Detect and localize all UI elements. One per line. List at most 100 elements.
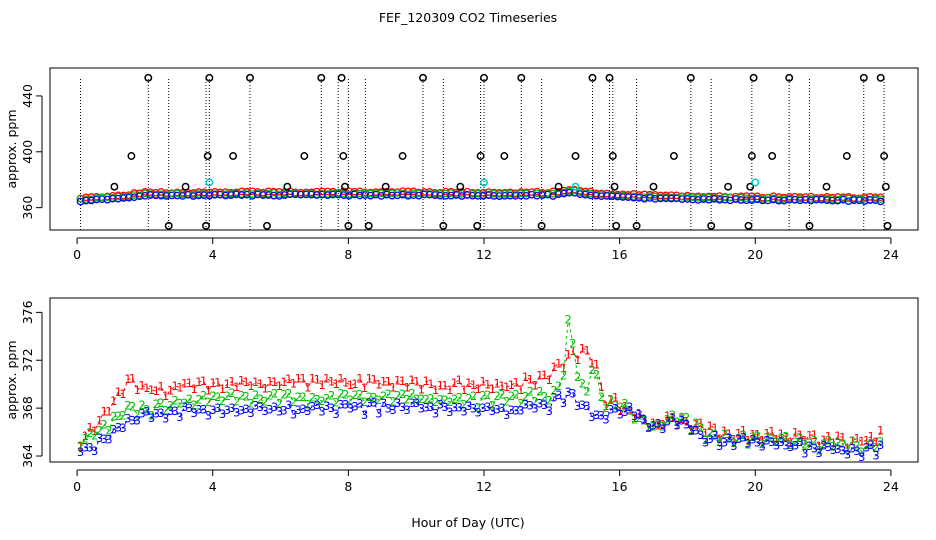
series-1-point: 1 — [351, 377, 358, 391]
series-1-point: 1 — [162, 389, 169, 403]
series-2-point: 2 — [716, 435, 723, 449]
series-3-point: 3 — [375, 407, 382, 421]
series-1-point: 1 — [792, 425, 799, 439]
outlier-point — [669, 152, 678, 160]
top-cyan-points — [205, 178, 760, 191]
series-2-point: 2 — [834, 435, 841, 449]
series-1-point: 1 — [621, 399, 628, 413]
series-3-point: 3 — [830, 443, 837, 457]
series-1-point: 1 — [115, 385, 122, 399]
series-1-point: 1 — [195, 375, 202, 389]
series-1-point: 1 — [285, 372, 292, 386]
series-3-point: 3 — [356, 396, 363, 410]
series-3-point: 3 — [191, 406, 198, 420]
series-2-point: 2 — [105, 424, 112, 438]
series-3-point: 3 — [655, 416, 662, 430]
series-3-point: 3 — [153, 406, 160, 420]
series-3-line — [80, 391, 882, 458]
baseline-point — [796, 196, 804, 205]
series-2-point: 2 — [820, 437, 827, 451]
series-1-point: 1 — [441, 379, 448, 393]
series-2-point: 2 — [361, 395, 368, 409]
series-1-point: 1 — [853, 431, 860, 445]
series-2-point: 2 — [328, 389, 335, 403]
series-2-point: 2 — [153, 397, 160, 411]
series-1-point: 1 — [636, 407, 643, 421]
series-3-point: 3 — [702, 436, 709, 450]
series-2-point: 2 — [730, 436, 737, 450]
y-tick-label: 376 — [20, 300, 35, 324]
outlier-point — [480, 73, 488, 82]
series-3-point: 3 — [271, 400, 278, 414]
baseline-point — [414, 191, 423, 200]
series-3-point: 3 — [370, 396, 377, 410]
series-3-point: 3 — [262, 404, 269, 418]
series-3-point: 3 — [404, 403, 411, 417]
series-1-point: 1 — [460, 383, 467, 397]
series-2-point: 2 — [688, 424, 695, 438]
y-tick-label: 400 — [20, 140, 35, 164]
series-3-point: 3 — [195, 403, 202, 417]
series-1-point: 1 — [702, 426, 709, 440]
outlier-point — [785, 73, 794, 82]
baseline-point — [339, 191, 348, 199]
series-2-point: 2 — [844, 442, 851, 456]
series-2-point: 2 — [631, 413, 638, 427]
baseline-point — [876, 195, 885, 204]
outlier-point — [164, 221, 173, 230]
x-tick-label: 8 — [344, 479, 352, 494]
series-3-point: 3 — [697, 428, 704, 442]
series-1-point: 1 — [484, 377, 491, 391]
series-3-point: 3 — [418, 402, 425, 416]
outlier-point — [571, 152, 580, 160]
series-2-point: 2 — [157, 396, 164, 410]
series-2-point: 2 — [853, 439, 860, 453]
series-1-point: 1 — [361, 381, 368, 395]
series-2-point: 2 — [252, 388, 259, 402]
outlier-point — [283, 182, 292, 191]
series-1-point: 1 — [522, 370, 529, 384]
series-2-point: 2 — [797, 431, 804, 445]
series-2-point: 2 — [801, 438, 808, 452]
x-tick-label: 24 — [883, 479, 899, 494]
top-ylabel: approx. ppm — [4, 109, 19, 188]
series-3-point: 3 — [243, 402, 250, 416]
series-1-point: 1 — [583, 343, 590, 357]
series-1-point: 1 — [138, 379, 145, 393]
outlier-point — [724, 182, 733, 191]
series-2-point: 2 — [134, 407, 141, 421]
cyan-point — [751, 178, 760, 187]
series-2-point: 2 — [323, 391, 330, 405]
outlier-point — [110, 182, 119, 191]
series-2-line — [80, 319, 882, 453]
series-1-point: 1 — [839, 430, 846, 444]
series-2-point: 2 — [148, 409, 155, 423]
series-1-point: 1 — [503, 380, 510, 394]
outlier-point — [610, 182, 619, 191]
series-3-point: 3 — [285, 398, 292, 412]
series-2-point: 2 — [191, 398, 198, 412]
series-3-point: 3 — [863, 440, 870, 454]
x-tick-label: 16 — [612, 479, 628, 494]
series-2-point: 2 — [527, 385, 534, 399]
chart-title: FEF_120309 CO2 Timeseries — [379, 10, 557, 25]
series-3-point: 3 — [550, 391, 557, 405]
baseline-point — [205, 191, 214, 200]
series-3-point: 3 — [664, 415, 671, 429]
series-1-point: 1 — [148, 383, 155, 397]
series-3-point: 3 — [138, 407, 145, 421]
outlier-point — [632, 221, 641, 230]
outlier-point — [181, 182, 190, 191]
series-1-point: 1 — [96, 414, 103, 428]
series-2-point: 2 — [318, 394, 325, 408]
series-1-point: 1 — [816, 439, 823, 453]
series-1-point: 1 — [730, 432, 737, 446]
series-3-point: 3 — [209, 403, 216, 417]
outlier-point — [537, 221, 546, 230]
series-2-point: 2 — [209, 389, 216, 403]
series-3-point: 3 — [115, 421, 122, 435]
outlier-point — [822, 182, 831, 191]
bottom-plot-frame — [49, 297, 919, 463]
series-1-point: 1 — [716, 432, 723, 446]
